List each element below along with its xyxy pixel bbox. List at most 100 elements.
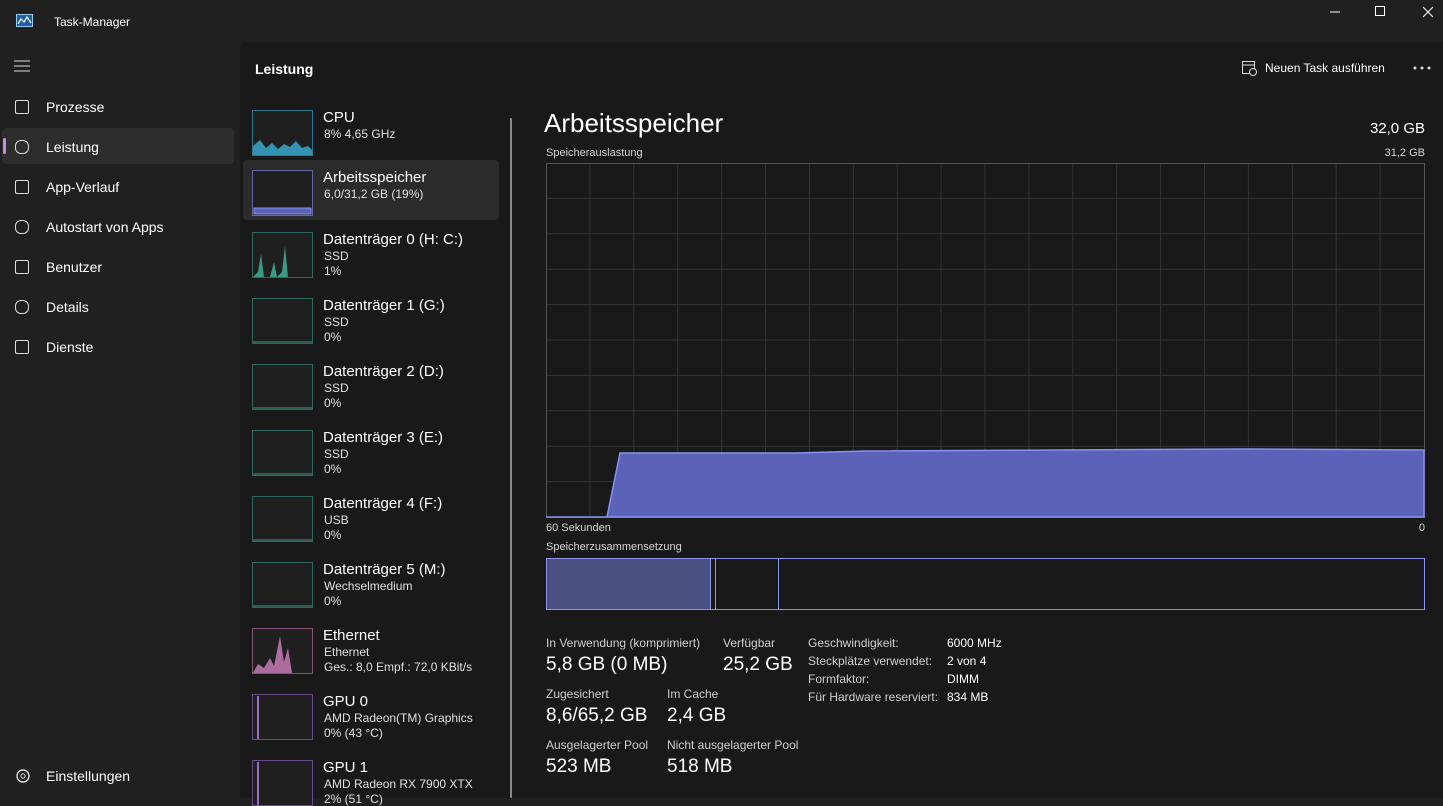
nav-item[interactable]: Benutzer	[46, 259, 103, 275]
nav-indicator	[3, 138, 6, 154]
property-label: Für Hardware reserviert:	[808, 690, 939, 704]
composition-label: Speicherzusammensetzung	[546, 541, 682, 553]
graph-left: 60 Sekunden	[546, 522, 611, 534]
device-info: 0%	[324, 330, 342, 344]
property-value: 834 MB	[947, 690, 989, 704]
device-info: USB	[324, 513, 349, 527]
device-name[interactable]: Datenträger 0 (H: C:)	[323, 231, 464, 248]
stat-value: 518 MB	[667, 756, 733, 777]
device-info: Ethernet	[324, 645, 370, 659]
device-info: SSD	[324, 249, 349, 263]
device-name[interactable]: Datenträger 4 (F:)	[323, 495, 443, 512]
settings-icon	[16, 769, 30, 783]
stat-label: Im Cache	[667, 687, 719, 701]
page-title: Leistung	[255, 61, 314, 77]
usage-area	[546, 448, 1425, 518]
device-name[interactable]: GPU 1	[323, 759, 369, 776]
stat-label: In Verwendung (komprimiert)	[546, 636, 701, 650]
nav-icon	[15, 140, 29, 154]
nav-item[interactable]: Leistung	[46, 139, 99, 155]
device-name[interactable]: Arbeitsspeicher	[323, 169, 427, 186]
property-label: Steckplätze verwendet:	[808, 654, 933, 668]
new-task-icon	[1242, 61, 1257, 76]
device-info: 2% (51 °C)	[324, 792, 383, 806]
device-info: SSD	[324, 447, 349, 461]
stat-value: 523 MB	[546, 756, 612, 777]
composition-bar	[546, 558, 1425, 610]
device-info: 0% (43 °C)	[324, 726, 383, 740]
graph-label: Speicherauslastung	[546, 147, 643, 159]
stat-label: Zugesichert	[546, 687, 609, 701]
nav-item[interactable]: App-Verlauf	[46, 179, 120, 195]
nav-selected	[2, 128, 234, 164]
nav-icon	[15, 300, 29, 314]
detail-total: 32,0 GB	[1369, 120, 1425, 137]
property-value: 2 von 4	[947, 654, 987, 668]
device-info: SSD	[324, 381, 349, 395]
window-title: Task-Manager	[54, 15, 131, 29]
graph-right: 0	[1418, 522, 1425, 534]
device-info: 8% 4,65 GHz	[324, 127, 396, 141]
more-button[interactable]	[1413, 66, 1433, 70]
device-thumbnail	[252, 170, 313, 216]
device-info: AMD Radeon RX 7900 XTX	[324, 777, 473, 791]
property-value: DIMM	[947, 672, 979, 686]
new-task-button[interactable]: Neuen Task ausführen	[1265, 61, 1385, 75]
device-thumbnail	[252, 110, 313, 156]
stat-value: 2,4 GB	[667, 705, 727, 726]
stat-value: 25,2 GB	[723, 654, 793, 675]
window-controls[interactable]	[1320, 0, 1443, 26]
device-info: 6,0/31,2 GB (19%)	[324, 187, 424, 201]
nav-item[interactable]: Autostart von Apps	[46, 219, 164, 235]
device-info: SSD	[324, 315, 349, 329]
device-info: 0%	[324, 528, 342, 542]
nav-icon	[15, 100, 29, 114]
nav-icon	[15, 260, 29, 274]
device-thumbnail	[252, 430, 313, 476]
device-thumbnail	[252, 628, 313, 674]
scrollbar	[510, 118, 512, 798]
stat-label: Ausgelagerter Pool	[546, 738, 649, 752]
device-thumbnail	[252, 760, 313, 806]
device-name[interactable]: Ethernet	[323, 627, 380, 644]
device-name[interactable]: GPU 0	[323, 693, 369, 710]
device-thumbnail	[252, 496, 313, 542]
property-value: 6000 MHz	[947, 636, 1002, 650]
device-name[interactable]: Datenträger 1 (G:)	[323, 297, 445, 314]
nav-icon	[15, 220, 29, 234]
device-info: Ges.: 8,0 Empf.: 72,0 KBit/s	[324, 660, 473, 674]
device-info: AMD Radeon(TM) Graphics	[324, 711, 473, 725]
stat-value: 5,8 GB (0 MB)	[546, 654, 668, 675]
nav-item[interactable]: Details	[46, 299, 89, 315]
graph-max: 31,2 GB	[1384, 147, 1425, 159]
device-name[interactable]: CPU	[323, 109, 355, 126]
property-label: Geschwindigkeit:	[808, 636, 899, 650]
menu-button[interactable]	[14, 60, 30, 72]
app-icon	[16, 14, 33, 27]
nav-settings[interactable]: Einstellungen	[46, 768, 131, 784]
device-thumbnail	[252, 694, 313, 740]
device-name[interactable]: Datenträger 3 (E:)	[323, 429, 444, 446]
device-info: Wechselmedium	[324, 579, 413, 593]
device-info: 1%	[324, 264, 342, 278]
nav-item[interactable]: Prozesse	[46, 99, 105, 115]
device-thumbnail	[252, 562, 313, 608]
device-info: 0%	[324, 396, 342, 410]
device-name[interactable]: Datenträger 2 (D:)	[323, 363, 444, 380]
nav-item[interactable]: Dienste	[46, 339, 94, 355]
device-thumbnail	[252, 364, 313, 410]
nav-icon	[15, 340, 29, 354]
stat-value: 8,6/65,2 GB	[546, 705, 648, 726]
stat-label: Verfügbar	[723, 636, 776, 650]
nav-icon	[15, 180, 29, 194]
device-thumbnail	[252, 232, 313, 278]
detail-title: Arbeitsspeicher	[544, 108, 724, 138]
device-info: 0%	[324, 594, 342, 608]
property-label: Formfaktor:	[808, 672, 870, 686]
usage-graph	[546, 163, 1425, 518]
stat-label: Nicht ausgelagerter Pool	[667, 738, 799, 752]
device-info: 0%	[324, 462, 342, 476]
device-thumbnail	[252, 298, 313, 344]
device-name[interactable]: Datenträger 5 (M:)	[323, 561, 446, 578]
